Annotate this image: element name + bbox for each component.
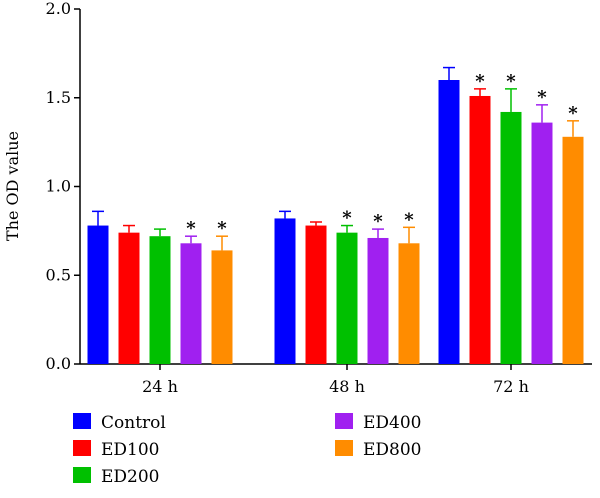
bar-ED200-0 [149, 236, 171, 364]
x-category-label: 72 h [493, 377, 529, 396]
bar-Control-0 [87, 225, 109, 364]
legend: Control ED100 ED200 ED400 ED800 [73, 413, 422, 487]
bars-layer: * * * * * * * * * [87, 66, 584, 364]
significance-star: * [475, 71, 485, 92]
bar-ED200-2 [500, 111, 522, 364]
y-axis-title: The OD value [3, 131, 22, 241]
bar-Control-1 [274, 218, 296, 364]
y-tick-label: 0.0 [46, 354, 71, 373]
legend-label: ED400 [363, 413, 422, 433]
y-tick-label: 1.0 [46, 177, 71, 196]
legend-label: Control [101, 413, 166, 433]
bar-ED400-1 [367, 237, 389, 364]
bar-ED800-1 [398, 243, 420, 364]
bar-ED200-1 [336, 232, 358, 364]
bar-ED800-2 [562, 136, 584, 364]
x-category-label: 48 h [329, 377, 365, 396]
bar-ED100-0 [118, 232, 140, 364]
bar-ED400-2 [531, 122, 553, 364]
bar-ED100-2 [469, 95, 491, 364]
y-tick-label: 0.5 [46, 265, 71, 284]
significance-star: * [537, 87, 547, 108]
legend-label: ED800 [363, 440, 422, 460]
y-tick-label: 2.0 [46, 0, 71, 18]
bar-Control-2 [438, 80, 460, 364]
legend-swatch-Control [73, 413, 91, 429]
legend-swatch-ED400 [335, 413, 353, 429]
x-category-label: 24 h [142, 377, 178, 396]
significance-star: * [186, 218, 196, 239]
bar-ED100-1 [305, 225, 327, 364]
significance-star: * [506, 71, 516, 92]
legend-label: ED200 [101, 467, 160, 487]
significance-star: * [217, 218, 227, 239]
significance-star: * [342, 208, 352, 229]
bar-ED400-0 [180, 243, 202, 364]
legend-swatch-ED200 [73, 467, 91, 483]
legend-swatch-ED800 [335, 440, 353, 456]
legend-label: ED100 [101, 440, 160, 460]
significance-star: * [568, 103, 578, 124]
y-tick-label: 1.5 [46, 88, 71, 107]
bar-ED800-0 [211, 250, 233, 364]
significance-star: * [373, 211, 383, 232]
legend-swatch-ED100 [73, 440, 91, 456]
significance-star: * [404, 209, 414, 230]
